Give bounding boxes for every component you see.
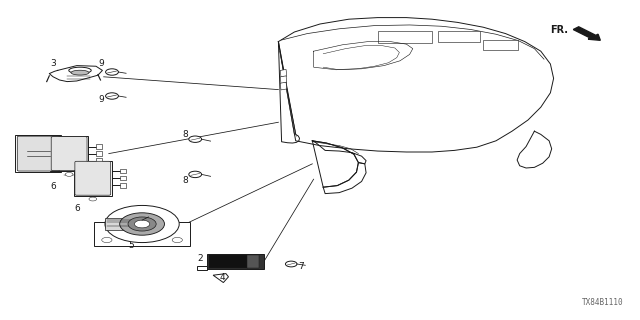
Circle shape bbox=[128, 217, 156, 231]
Bar bbox=[120, 169, 126, 173]
Bar bbox=[50, 136, 88, 171]
Bar bbox=[105, 218, 140, 230]
Polygon shape bbox=[280, 82, 287, 90]
Circle shape bbox=[134, 220, 150, 228]
Text: 7: 7 bbox=[298, 262, 303, 271]
Polygon shape bbox=[280, 69, 287, 77]
Ellipse shape bbox=[69, 67, 92, 74]
Circle shape bbox=[105, 205, 179, 243]
Polygon shape bbox=[280, 76, 287, 84]
Bar bbox=[120, 183, 126, 188]
Bar bbox=[207, 254, 264, 269]
Text: 6: 6 bbox=[74, 204, 79, 213]
Text: 2: 2 bbox=[198, 254, 203, 263]
Text: 3: 3 bbox=[51, 60, 56, 68]
Circle shape bbox=[285, 261, 297, 267]
Bar bbox=[120, 176, 126, 180]
Bar bbox=[68, 152, 73, 156]
Text: 4: 4 bbox=[220, 273, 225, 282]
Ellipse shape bbox=[71, 70, 89, 75]
Bar bbox=[96, 158, 102, 163]
Text: 9: 9 bbox=[99, 60, 104, 68]
Text: FR.: FR. bbox=[550, 25, 568, 36]
Bar bbox=[15, 135, 61, 172]
Polygon shape bbox=[197, 266, 207, 270]
Text: 5: 5 bbox=[129, 241, 134, 250]
Bar bbox=[438, 31, 480, 42]
FancyBboxPatch shape bbox=[75, 161, 111, 195]
FancyBboxPatch shape bbox=[17, 136, 60, 171]
Bar bbox=[96, 144, 102, 149]
Bar bbox=[74, 161, 112, 196]
Text: 8: 8 bbox=[182, 176, 188, 185]
Bar bbox=[247, 255, 259, 268]
Text: 6: 6 bbox=[51, 182, 56, 191]
Bar bbox=[94, 222, 190, 246]
Text: 1: 1 bbox=[24, 138, 29, 147]
Bar bbox=[483, 40, 518, 50]
FancyArrow shape bbox=[573, 27, 600, 40]
FancyBboxPatch shape bbox=[51, 137, 87, 171]
Bar bbox=[68, 160, 73, 164]
Circle shape bbox=[102, 237, 112, 243]
Circle shape bbox=[89, 197, 97, 201]
Polygon shape bbox=[213, 274, 228, 283]
Circle shape bbox=[120, 213, 164, 235]
Circle shape bbox=[189, 171, 202, 178]
Bar bbox=[209, 255, 248, 268]
Bar bbox=[378, 31, 432, 43]
Circle shape bbox=[65, 172, 73, 176]
Circle shape bbox=[106, 69, 118, 75]
Circle shape bbox=[189, 136, 202, 142]
Circle shape bbox=[106, 93, 118, 99]
Bar bbox=[68, 144, 73, 148]
Text: TX84B1110: TX84B1110 bbox=[582, 298, 624, 307]
Text: 9: 9 bbox=[99, 95, 104, 104]
Circle shape bbox=[172, 237, 182, 243]
Text: 8: 8 bbox=[182, 130, 188, 139]
Bar bbox=[96, 151, 102, 156]
